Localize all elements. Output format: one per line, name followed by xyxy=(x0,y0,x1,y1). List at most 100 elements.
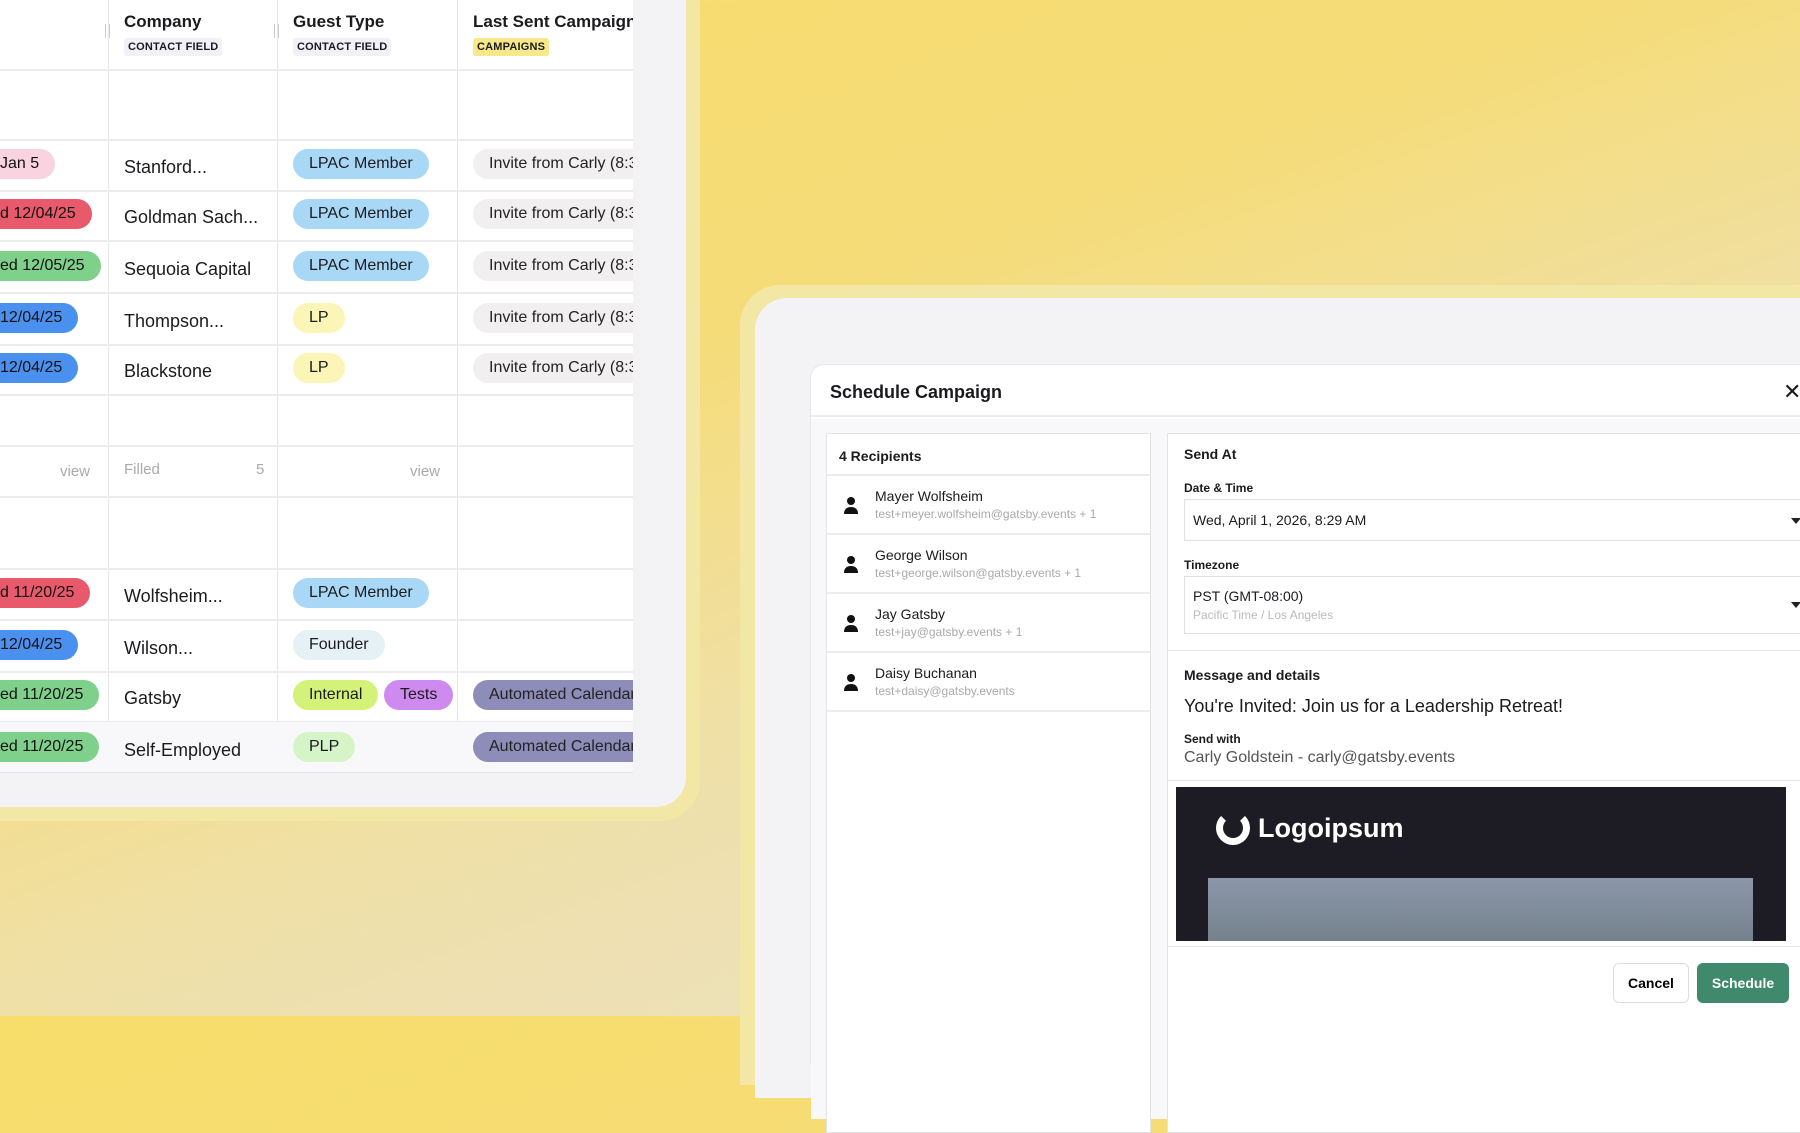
recipient-item[interactable]: George Wilson test+george.wilson@gatsby.e… xyxy=(827,535,1150,594)
preview-hero-image xyxy=(1208,878,1753,941)
campaign-pill[interactable]: Automated Calendar xyxy=(473,732,633,762)
column-tag: CONTACT FIELD xyxy=(124,38,223,56)
filled-label: Filled xyxy=(124,461,160,478)
resize-handle-icon[interactable] xyxy=(274,24,279,38)
guest-type-pill[interactable]: LPAC Member xyxy=(293,251,429,281)
resize-handle-icon[interactable] xyxy=(105,24,110,38)
person-icon xyxy=(843,496,859,514)
guest-type-pill[interactable]: LPAC Member xyxy=(293,578,429,608)
status-pill[interactable]: 12/04/25 xyxy=(0,353,79,383)
guest-type-pill[interactable]: LPAC Member xyxy=(293,199,429,229)
recipient-item[interactable]: Mayer Wolfsheim test+meyer.wolfsheim@gats… xyxy=(827,476,1150,535)
timezone-value: PST (GMT-08:00) xyxy=(1193,588,1304,604)
dialog-body: 4 Recipients Mayer Wolfsheim test+meyer.w… xyxy=(811,419,1800,1133)
recipients-list: Mayer Wolfsheim test+meyer.wolfsheim@gats… xyxy=(827,476,1150,712)
company-cell[interactable]: Thompson... xyxy=(124,311,225,331)
recipient-email: test+meyer.wolfsheim@gatsby.events + 1 xyxy=(875,507,1097,521)
row-divider xyxy=(0,568,633,570)
send-with-value: Carly Goldstein - carly@gatsby.events xyxy=(1184,749,1456,766)
timezone-sub: Pacific Time / Los Angeles xyxy=(1193,608,1334,622)
cancel-button[interactable]: Cancel xyxy=(1613,963,1689,1003)
column-divider xyxy=(108,0,109,772)
row-divider xyxy=(0,496,633,498)
campaign-pill[interactable]: Invite from Carly (8:3 xyxy=(473,353,633,383)
date-time-select[interactable]: Wed, April 1, 2026, 8:29 AM xyxy=(1184,499,1800,541)
recipient-name: Mayer Wolfsheim xyxy=(875,488,983,504)
person-icon xyxy=(843,673,859,691)
schedule-button[interactable]: Schedule xyxy=(1697,963,1789,1003)
row-divider xyxy=(0,240,633,242)
timezone-label: Timezone xyxy=(1184,558,1240,572)
company-cell[interactable]: Self-Employed xyxy=(124,740,242,760)
row-divider xyxy=(0,69,633,71)
dialog-title: Schedule Campaign xyxy=(830,382,1003,402)
status-pill[interactable]: 12/04/25 xyxy=(0,630,79,660)
recipient-name: George Wilson xyxy=(875,547,968,563)
campaign-pill[interactable]: Invite from Carly (8:3 xyxy=(473,303,633,333)
guest-type-pill[interactable]: PLP xyxy=(293,732,356,762)
company-cell[interactable]: Blackstone xyxy=(124,361,213,381)
recipients-panel: 4 Recipients Mayer Wolfsheim test+meyer.w… xyxy=(826,433,1151,1133)
column-tag: CONTACT FIELD xyxy=(293,38,392,56)
column-divider xyxy=(457,0,458,772)
recipient-item[interactable]: Daisy Buchanan test+daisy@gatsby.events xyxy=(827,653,1150,712)
person-icon xyxy=(843,614,859,632)
row-divider xyxy=(0,619,633,621)
company-cell[interactable]: Wilson... xyxy=(124,638,194,658)
recipient-name: Daisy Buchanan xyxy=(875,665,977,681)
guest-type-pill[interactable]: LP xyxy=(293,353,345,383)
dialog-header: Schedule Campaign ✕ xyxy=(811,365,1800,417)
company-cell[interactable]: Goldman Sach... xyxy=(124,207,259,227)
guest-type-pill[interactable]: Founder xyxy=(293,630,385,660)
schedule-campaign-dialog: Schedule Campaign ✕ 4 Recipients Mayer W… xyxy=(810,364,1800,1133)
company-cell[interactable]: Stanford... xyxy=(124,157,208,177)
status-pill[interactable]: Jan 5 xyxy=(0,149,56,179)
send-with-label: Send with xyxy=(1184,732,1241,746)
timezone-select[interactable]: PST (GMT-08:00) Pacific Time / Los Angel… xyxy=(1184,576,1800,634)
guest-type-pill[interactable]: LP xyxy=(293,303,345,333)
divider xyxy=(1168,946,1800,947)
column-header[interactable]: Guest Type xyxy=(293,12,385,31)
filled-count: 5 xyxy=(256,461,265,478)
company-cell[interactable]: Sequoia Capital xyxy=(124,259,252,279)
row-divider xyxy=(0,139,633,141)
recipients-header: 4 Recipients xyxy=(827,434,1150,476)
view-link[interactable]: view xyxy=(410,463,441,480)
guest-type-pill[interactable]: LPAC Member xyxy=(293,149,429,179)
divider xyxy=(1168,650,1800,651)
view-link[interactable]: view xyxy=(60,463,91,480)
column-tag: CAMPAIGNS xyxy=(473,38,550,56)
status-pill[interactable]: 12/04/25 xyxy=(0,303,79,333)
chevron-down-icon xyxy=(1791,602,1800,608)
email-preview[interactable]: Logoipsum xyxy=(1176,787,1786,941)
row-divider xyxy=(0,445,633,447)
status-pill[interactable]: ed 11/20/25 xyxy=(0,732,100,762)
preview-logo-text: Logoipsum xyxy=(1258,813,1404,843)
guest-type-pill[interactable]: Tests xyxy=(384,680,454,710)
date-time-value: Wed, April 1, 2026, 8:29 AM xyxy=(1193,512,1367,528)
recipient-name: Jay Gatsby xyxy=(875,606,946,622)
company-cell[interactable]: Wolfsheim... xyxy=(124,586,223,606)
campaign-pill[interactable]: Invite from Carly (8:3 xyxy=(473,199,633,229)
status-pill[interactable]: d 12/04/25 xyxy=(0,199,92,229)
status-pill[interactable]: ed 12/05/25 xyxy=(0,251,101,281)
row-divider xyxy=(0,344,633,346)
recipient-email: test+daisy@gatsby.events xyxy=(875,684,1015,698)
recipient-item[interactable]: Jay Gatsby test+jay@gatsby.events + 1 xyxy=(827,594,1150,653)
campaign-pill[interactable]: Invite from Carly (8:3 xyxy=(473,251,633,281)
column-header[interactable]: Company xyxy=(124,12,202,31)
status-pill[interactable]: d 11/20/25 xyxy=(0,578,91,608)
campaign-pill[interactable]: Automated Calendar xyxy=(473,680,633,710)
column-header[interactable]: Last Sent Campaign xyxy=(473,12,633,31)
send-at-panel: Send At Date & Time Wed, April 1, 2026, … xyxy=(1167,433,1800,1133)
row-divider xyxy=(0,190,633,192)
campaign-pill[interactable]: Invite from Carly (8:3 xyxy=(473,149,633,179)
send-at-heading: Send At xyxy=(1184,446,1237,462)
row-divider xyxy=(0,671,633,673)
close-icon[interactable]: ✕ xyxy=(1783,379,1800,404)
row-divider xyxy=(0,394,633,396)
guest-type-pill[interactable]: Internal xyxy=(293,680,379,710)
company-cell[interactable]: Gatsby xyxy=(124,688,182,708)
status-pill[interactable]: ed 11/20/25 xyxy=(0,680,100,710)
recipient-email: test+george.wilson@gatsby.events + 1 xyxy=(875,566,1082,580)
